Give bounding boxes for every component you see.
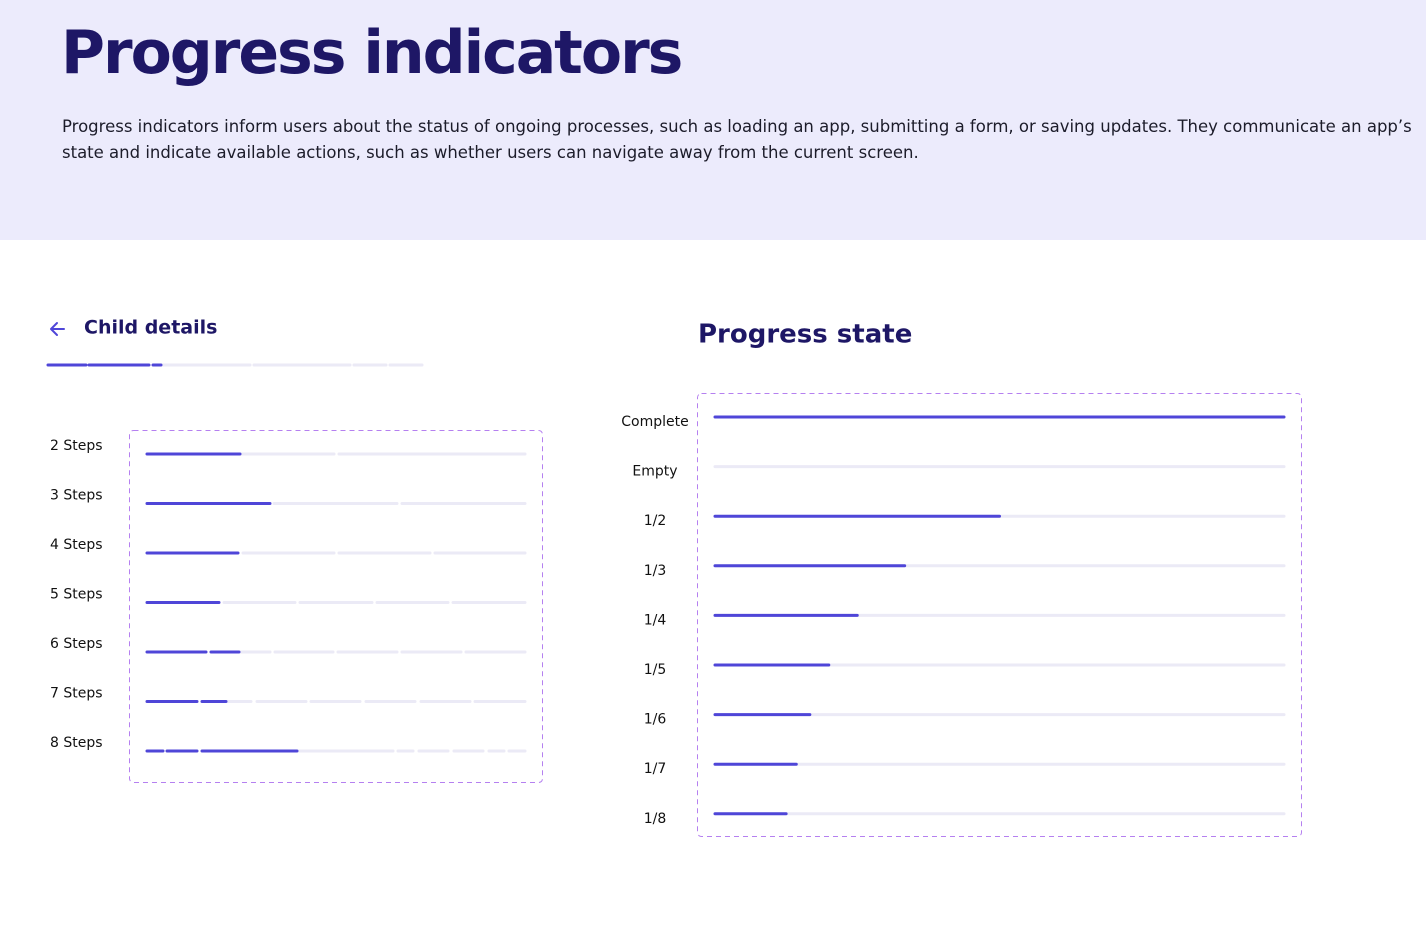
row-label: 8 Steps (50, 735, 103, 751)
row-label: 5 Steps (50, 587, 103, 603)
row-label: 1/3 (644, 563, 667, 579)
row-label: 1/4 (644, 612, 667, 628)
row-label: 2 Steps (50, 438, 103, 454)
row-label: 4 Steps (50, 537, 103, 553)
header: Progress indicators Progress indicators … (0, 0, 1426, 240)
row-label: 6 Steps (50, 636, 103, 652)
row-label: 1/5 (644, 662, 667, 678)
panel-heading: Progress state (698, 320, 912, 350)
row-label: 1/6 (644, 712, 667, 728)
row-label: 7 Steps (50, 686, 103, 702)
frame (697, 393, 1302, 837)
row-label: 1/2 (644, 513, 667, 529)
panel-heading: Child details (84, 317, 217, 339)
back-arrow[interactable] (50, 322, 65, 336)
row-label: Complete (621, 414, 688, 430)
row-label: 1/8 (644, 811, 667, 827)
frame (129, 430, 543, 783)
row-label: 3 Steps (50, 488, 103, 504)
page-title: Progress indicators (61, 18, 683, 88)
row-label: Empty (632, 464, 677, 480)
row-label: 1/7 (644, 761, 667, 777)
page-description: Progress indicators inform users about t… (62, 117, 1412, 162)
